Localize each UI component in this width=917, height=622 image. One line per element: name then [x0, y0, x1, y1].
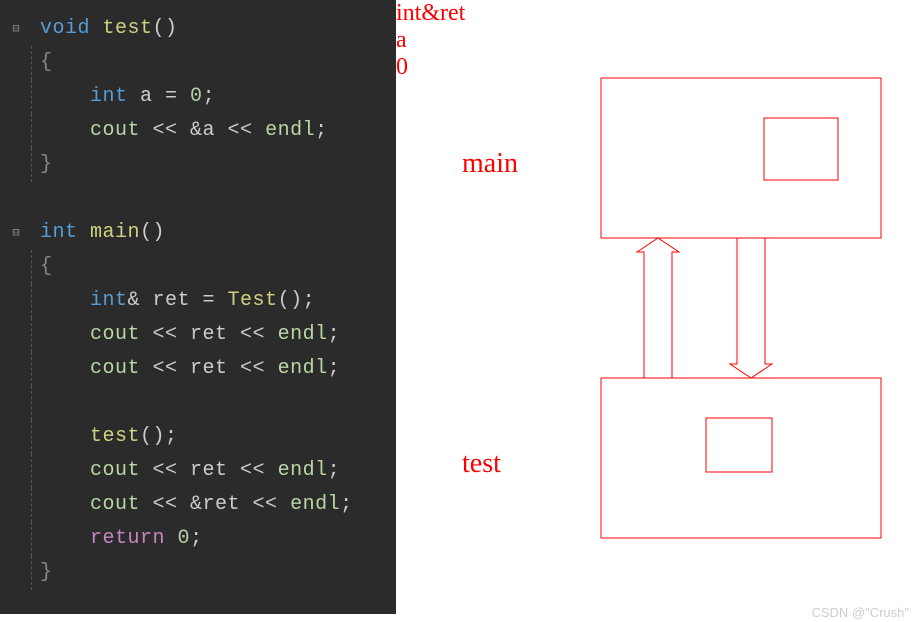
code-text: {: [40, 46, 53, 80]
code-line: test();: [8, 420, 388, 454]
code-editor: ⊟void test(){ int a = 0; cout << &a << e…: [0, 0, 396, 614]
indent-guide: [31, 420, 33, 454]
indent-guide: [31, 284, 33, 318]
diagram-label-test: test: [462, 448, 501, 480]
code-text: int main(): [40, 216, 165, 250]
code-text: {: [40, 250, 53, 284]
code-line: int a = 0;: [8, 80, 388, 114]
fold-marker-icon[interactable]: ⊟: [8, 12, 24, 46]
code-line: {: [8, 250, 388, 284]
diagram-label-main: main: [462, 148, 518, 180]
indent-guide: [31, 114, 33, 148]
indent-guide: [31, 386, 33, 420]
code-line: cout << ret << endl;: [8, 454, 388, 488]
code-line: }: [8, 556, 388, 590]
indent-guide: [31, 250, 33, 284]
code-line: [8, 386, 388, 420]
code-text: cout << &a << endl;: [40, 114, 328, 148]
indent-guide: [31, 46, 33, 80]
indent-guide: [31, 522, 33, 556]
code-text: return 0;: [40, 522, 203, 556]
code-text: int a = 0;: [40, 80, 215, 114]
indent-guide: [31, 556, 33, 590]
indent-guide: [31, 488, 33, 522]
fold-marker-icon[interactable]: ⊟: [8, 216, 24, 250]
indent-guide: [31, 80, 33, 114]
code-line: }: [8, 148, 388, 182]
code-line: cout << ret << endl;: [8, 352, 388, 386]
code-text: }: [40, 148, 53, 182]
code-text: test();: [40, 420, 178, 454]
code-line: cout << ret << endl;: [8, 318, 388, 352]
diagram-svg: [396, 0, 917, 614]
code-text: int& ret = Test();: [40, 284, 315, 318]
code-text: void test(): [40, 12, 178, 46]
indent-guide: [31, 318, 33, 352]
code-text: cout << ret << endl;: [40, 318, 340, 352]
code-line: ⊟ void test(): [8, 12, 388, 46]
code-line: {: [8, 46, 388, 80]
code-line: return 0;: [8, 522, 388, 556]
code-line: ⊟ int main(): [8, 216, 388, 250]
code-line: cout << &a << endl;: [8, 114, 388, 148]
indent-guide: [31, 148, 33, 182]
indent-guide: [31, 352, 33, 386]
memory-diagram: main test int&ret a 0: [396, 0, 917, 614]
indent-guide: [31, 454, 33, 488]
code-line: int& ret = Test();: [8, 284, 388, 318]
code-text: cout << ret << endl;: [40, 352, 340, 386]
code-text: cout << ret << endl;: [40, 454, 340, 488]
code-text: cout << &ret << endl;: [40, 488, 353, 522]
code-line: [8, 182, 388, 216]
watermark: CSDN @"Crush": [811, 605, 909, 620]
code-text: }: [40, 556, 53, 590]
code-line: cout << &ret << endl;: [8, 488, 388, 522]
